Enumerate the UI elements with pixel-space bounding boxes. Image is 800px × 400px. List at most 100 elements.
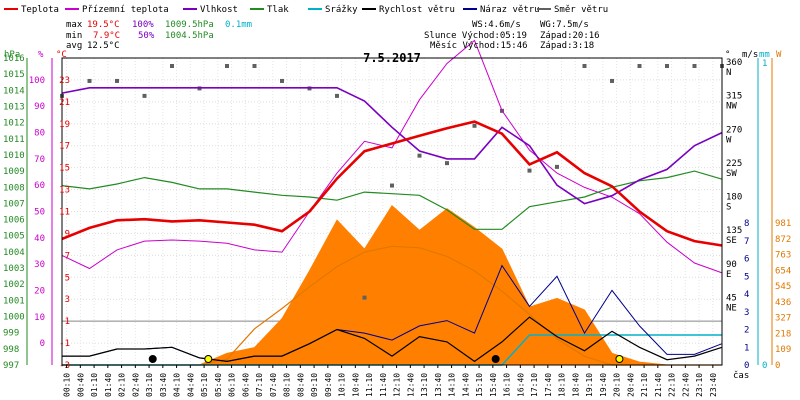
stat-min-hum: 50% [138, 31, 155, 41]
temp-tick-label: 1 [65, 317, 70, 327]
x-tick-label: 10:40 [351, 373, 360, 397]
x-tick-label: 14:40 [461, 373, 470, 397]
direction-tick-label: 90 [726, 260, 737, 270]
wind-direction-dot [637, 64, 642, 68]
wind-tick-label: 4 [744, 290, 749, 300]
x-tick-label: 17:40 [544, 373, 553, 397]
x-tick-label: 11:10 [365, 373, 374, 397]
x-tick-label: 21:40 [654, 373, 663, 397]
temp-axis-label: °C [56, 50, 67, 60]
legend-label: Náraz větru [480, 5, 540, 15]
x-tick-label: 19:40 [599, 373, 608, 397]
x-tick-label: 19:10 [585, 373, 594, 397]
direction-name-label: E [726, 270, 731, 280]
direction-tick-label: 360 [726, 58, 742, 68]
humidity-tick-label: 100 [29, 76, 45, 86]
x-tick-label: 09:10 [310, 373, 319, 397]
wind-direction-dot [665, 64, 669, 68]
hpa-tick-label: 1013 [3, 102, 25, 112]
radiation-tick-label: 109 [775, 345, 791, 355]
x-tick-label: 10:10 [338, 373, 347, 397]
direction-tick-label: 135 [726, 226, 742, 236]
x-tick-label: 13:10 [420, 373, 429, 397]
moonset-marker [148, 355, 157, 363]
right-axes: °360N315NW270W225SW180S135SE90E45NEm/s87… [725, 50, 791, 371]
wind-direction-dot [692, 64, 697, 68]
temp-tick-label: 23 [59, 76, 70, 86]
wind-direction-dot [87, 78, 92, 83]
wind-direction-dot [610, 78, 614, 83]
x-tick-label: 06:40 [241, 373, 250, 397]
wind-tick-label: 5 [744, 272, 749, 282]
temp-tick-label: 11 [59, 208, 70, 218]
stat-avg-label: avg [66, 41, 82, 51]
info-ws: WS:4.6m/s [472, 20, 521, 30]
wind-direction-dot [417, 153, 422, 158]
rain-tick-bottom: 0 [762, 361, 767, 371]
radiation-tick-label: 545 [775, 282, 791, 292]
hpa-tick-label: 1004 [3, 248, 25, 258]
stat-min-label: min [66, 31, 82, 41]
direction-name-label: S [726, 203, 731, 213]
x-tick-label: 03:40 [159, 373, 168, 397]
stat-max-rain: 0.1mm [225, 20, 252, 30]
direction-name-label: NW [726, 102, 737, 112]
temp-tick-label: -1 [59, 339, 70, 349]
wind-direction-dot [527, 168, 532, 173]
hpa-axis-label: hPa [4, 50, 20, 60]
legend: Teplota Přízemní teplota Vlhkost Tlak Srážky… [4, 5, 608, 15]
wind-tick-label: 2 [744, 326, 749, 336]
stat-min-temp: 7.9°C [93, 31, 120, 41]
hpa-tick-label: 1001 [3, 296, 25, 306]
hpa-tick-label: 1002 [3, 280, 25, 290]
direction-name-label: SE [726, 236, 737, 246]
hpa-tick-label: 1015 [3, 70, 25, 80]
x-axis: 00:10 00:40 01:10 01:40 02:10 02:40 03:10 03:40… [63, 365, 749, 397]
hpa-tick-label: 999 [3, 329, 19, 339]
hpa-tick-label: 1008 [3, 183, 25, 193]
x-tick-label: 12:40 [406, 373, 415, 397]
wind-direction-dot [225, 64, 229, 68]
humidity-tick-label: 50 [34, 208, 45, 218]
x-tick-label: 22:10 [668, 373, 677, 397]
wind-direction-dot [280, 78, 284, 83]
sunset-marker [615, 355, 624, 363]
hpa-tick-label: 1012 [3, 119, 25, 129]
legend-label: Teplota [21, 5, 59, 15]
hpa-tick-label: 1016 [3, 54, 25, 64]
series-line-vlhkost [61, 87, 723, 205]
sunrise-marker [204, 355, 213, 363]
stat-max-hum: 100% [132, 20, 154, 30]
info-sun: Slunce Východ:05:19 [424, 31, 527, 41]
direction-name-label: SW [726, 169, 737, 179]
hpa-tick-label: 1011 [3, 135, 25, 145]
wind-tick-label: 6 [744, 255, 749, 265]
x-tick-label: 01:10 [90, 373, 99, 397]
stat-max-press: 1009.5hPa [165, 20, 214, 30]
x-tick-label: 12:10 [393, 373, 402, 397]
x-tick-label: 00:40 [76, 373, 85, 397]
wind-direction-dot [555, 164, 559, 169]
wind-direction-dot [252, 64, 257, 68]
temp-tick-label: -3 [59, 361, 70, 371]
moonrise-marker [491, 355, 500, 363]
x-tick-label: 06:10 [228, 373, 237, 397]
x-tick-label: 08:40 [296, 373, 305, 397]
wind-direction-dot [472, 123, 477, 128]
rain-axis-label: mm [759, 50, 770, 60]
legend-label: Přízemní teplota [82, 5, 169, 15]
stat-max-label: max [66, 20, 83, 30]
direction-tick-label: 180 [726, 193, 742, 203]
wind-tick-label: 3 [744, 308, 749, 318]
x-tick-label: 22:40 [681, 373, 690, 397]
x-tick-label: 09:40 [324, 373, 333, 397]
header-stats: max 19.5°C 100% 1009.5hPa 0.1mm min 7.9°… [66, 20, 600, 65]
wind-direction-dot [170, 64, 174, 68]
x-tick-label: 07:40 [269, 373, 278, 397]
radiation-tick-label: 654 [775, 266, 791, 276]
x-tick-label: 03:10 [145, 373, 154, 397]
legend-label: Směr větru [554, 5, 608, 15]
hpa-tick-label: 1014 [3, 86, 25, 96]
x-tick-label: 13:40 [434, 373, 443, 397]
